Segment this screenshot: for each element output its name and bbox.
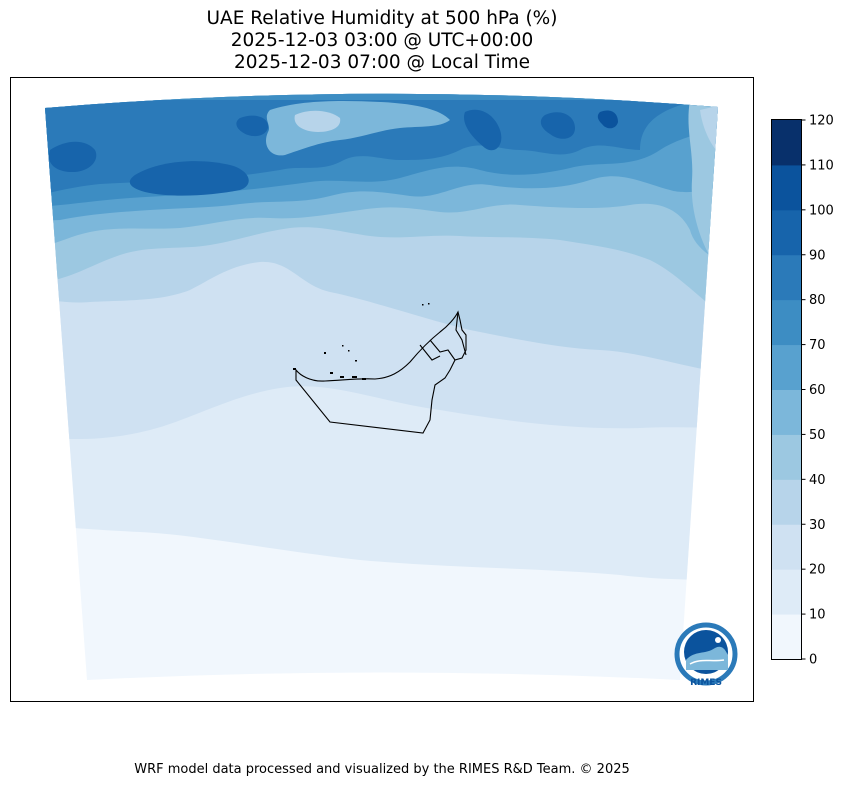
colorbar-tick-label: 70 [809, 338, 826, 353]
colorbar-tick-label: 100 [809, 203, 834, 218]
colorbar-band [772, 164, 801, 211]
colorbar-tick-label: 120 [809, 114, 834, 129]
colorbar-tick-label: 50 [809, 428, 826, 443]
colorbar-tick-label: 80 [809, 293, 826, 308]
colorbar-band [772, 120, 801, 166]
rimes-emblem [674, 622, 738, 686]
colorbar-tick-label: 0 [809, 653, 817, 668]
uae-islands [293, 303, 430, 380]
colorbar-band [772, 569, 801, 615]
map-title-line-2: 2025-12-03 03:00 @ UTC+00:00 [230, 30, 534, 51]
colorbar-tick-label: 30 [809, 518, 826, 533]
map-title-line-3: 2025-12-03 07:00 @ Local Time [233, 52, 531, 73]
colorbar-band [772, 434, 801, 480]
map-title-line-1: UAE Relative Humidity at 500 hPa (%) [206, 8, 558, 29]
rimes-logo-text: RIMES [690, 678, 722, 688]
colorbar-tick-label: 60 [809, 383, 826, 398]
uae-boundary [295, 310, 467, 434]
colorbar-tick-label: 110 [809, 158, 834, 173]
colorbar-band [772, 614, 801, 660]
footer-credit: WRF model data processed and visualized … [134, 762, 630, 777]
colorbar-band [772, 209, 801, 256]
colorbar-tick-label: 90 [809, 248, 826, 263]
colorbar-tick-label: 10 [809, 608, 826, 623]
colorbar-tick-label: 40 [809, 473, 826, 488]
colorbar-band [772, 299, 801, 346]
colorbar-band [772, 254, 801, 301]
colorbar-band [772, 479, 801, 525]
colorbar-tick-label: 20 [809, 563, 826, 578]
colorbar-band [772, 389, 801, 435]
colorbar-band [772, 524, 801, 570]
colorbar-band [772, 344, 801, 390]
